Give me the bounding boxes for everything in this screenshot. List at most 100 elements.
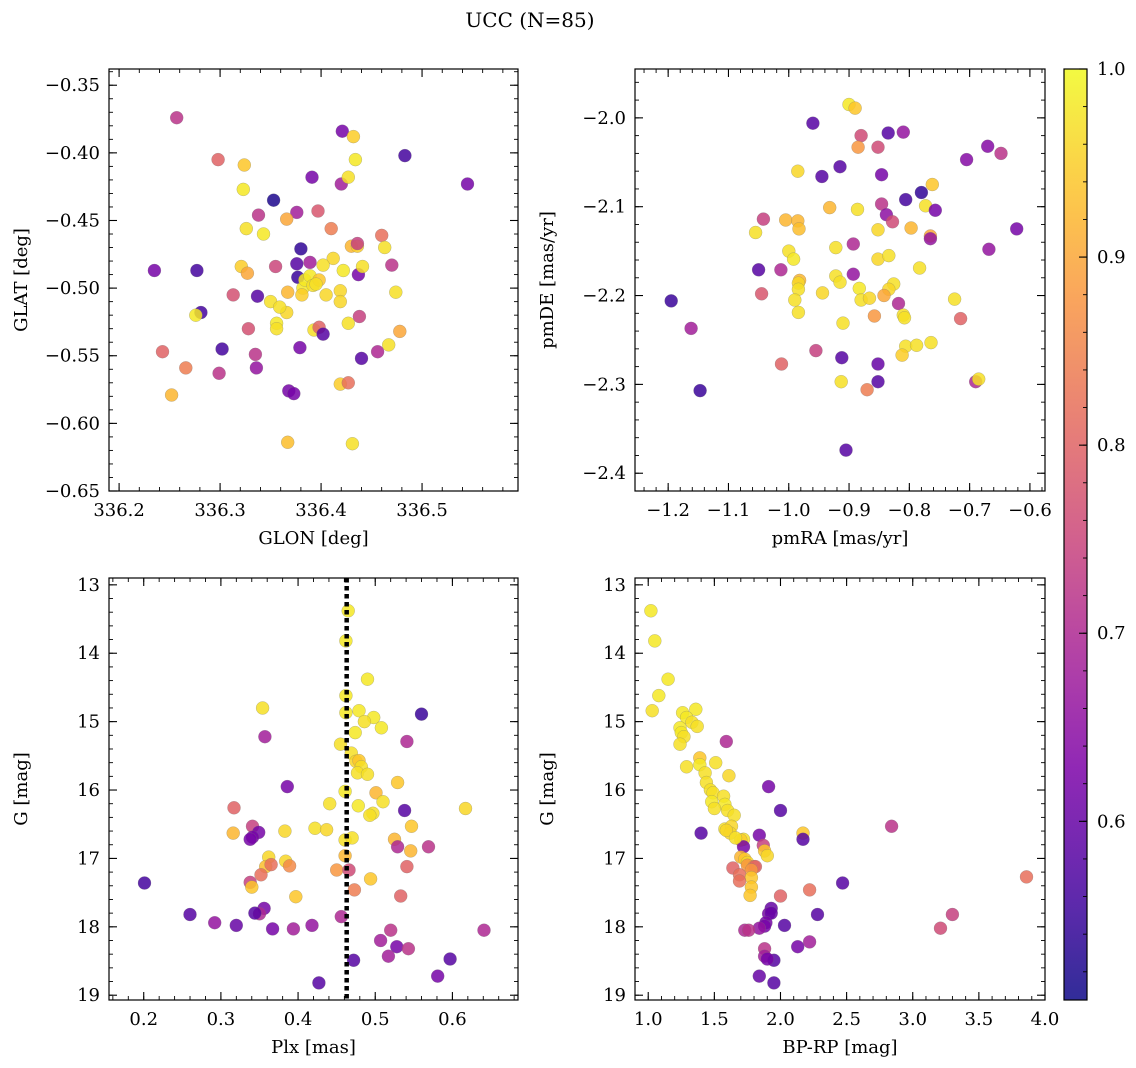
data-point: [155, 345, 170, 359]
x-tick-label: 336.2: [93, 500, 145, 521]
data-point: [679, 760, 694, 774]
data-point: [689, 702, 703, 716]
data-point: [390, 775, 405, 790]
axes-frame: [108, 68, 519, 492]
data-point: [398, 148, 412, 163]
x-tick-label: −1.1: [707, 500, 751, 521]
data-point: [754, 287, 769, 301]
data-point: [810, 907, 825, 922]
data-point: [323, 797, 337, 811]
data-point: [280, 212, 294, 226]
data-point: [1019, 870, 1034, 884]
data-point: [874, 167, 889, 182]
x-tick-label: −1.2: [646, 500, 690, 521]
data-point: [648, 634, 662, 648]
x-tick-label: 0.2: [129, 1009, 158, 1030]
data-point: [401, 942, 416, 956]
data-point: [241, 322, 256, 336]
data-point: [823, 200, 837, 215]
data-point: [240, 266, 255, 280]
data-point: [848, 101, 862, 115]
data-point: [982, 242, 996, 257]
x-axis-label: GLON [deg]: [258, 528, 368, 549]
data-point: [871, 375, 885, 389]
data-point: [290, 257, 304, 271]
data-point: [347, 883, 362, 897]
data-point: [909, 338, 924, 352]
data-point: [994, 146, 1008, 161]
colorbar-gradient: [1063, 68, 1088, 1001]
x-tick-label: 0.4: [284, 1009, 313, 1030]
data-point: [644, 604, 658, 618]
data-point: [693, 383, 707, 398]
data-point: [923, 231, 938, 246]
x-tick-label: 1.0: [634, 1009, 663, 1030]
data-point: [1010, 222, 1024, 236]
data-point: [308, 821, 322, 835]
x-axis-label: pmRA [mas/yr]: [772, 528, 909, 549]
colorbar: 0.6 0.7 0.8 0.9 1.0: [1063, 59, 1126, 1001]
data-point: [925, 177, 939, 192]
points-layer: [664, 97, 1024, 457]
data-point: [249, 361, 264, 375]
data-point: [212, 366, 226, 380]
x-tick-label: 0.3: [207, 1009, 236, 1030]
y-axis-label: pmDE [mas/yr]: [537, 211, 558, 349]
data-point: [885, 215, 900, 229]
data-point: [933, 921, 948, 935]
data-point: [316, 258, 330, 272]
data-point: [881, 126, 895, 140]
data-point: [690, 719, 704, 734]
data-point: [833, 159, 847, 174]
data-point: [229, 918, 244, 933]
data-point: [363, 872, 378, 886]
data-point: [928, 203, 942, 218]
y-tick-label: 19: [77, 985, 100, 1006]
data-point: [953, 311, 968, 326]
data-point: [854, 128, 868, 143]
y-axis-label: G [mag]: [11, 752, 32, 825]
x-tick-label: 3.0: [898, 1009, 927, 1030]
data-point: [394, 889, 408, 903]
x-tick-label: 0.5: [361, 1009, 390, 1030]
data-point: [912, 261, 927, 275]
y-tick-label: −2.4: [582, 463, 626, 484]
data-point: [227, 801, 241, 815]
data-point: [254, 868, 268, 882]
x-tick-label: 2.0: [766, 1009, 795, 1030]
data-point: [709, 756, 723, 770]
data-point: [245, 880, 259, 894]
data-point: [281, 435, 295, 449]
data-point: [373, 933, 388, 948]
data-point: [333, 737, 348, 751]
colorbar-tick-label: 0.6: [1097, 811, 1126, 832]
y-tick-label: −0.50: [45, 278, 100, 299]
y-tick-label: 15: [77, 712, 100, 733]
data-point: [251, 208, 266, 222]
data-point: [390, 840, 405, 854]
points-layer: [137, 604, 491, 990]
data-point: [211, 152, 225, 167]
data-point: [404, 819, 419, 833]
data-point: [319, 823, 334, 837]
data-point: [779, 213, 793, 227]
data-point: [236, 182, 251, 197]
data-point: [719, 823, 733, 838]
data-point: [727, 808, 741, 822]
data-point: [661, 672, 675, 686]
data-point: [791, 940, 805, 954]
data-point: [694, 826, 708, 840]
data-point: [773, 889, 788, 903]
data-point: [345, 437, 360, 451]
colorbar-tick-label: 1.0: [1097, 59, 1126, 80]
x-tick-label: −0.6: [1008, 500, 1052, 521]
data-point: [896, 125, 910, 139]
data-point: [248, 906, 262, 920]
data-point: [742, 923, 756, 937]
data-point: [777, 918, 792, 933]
data-point: [673, 737, 687, 751]
data-point: [897, 311, 912, 325]
data-point: [773, 803, 788, 818]
data-point: [378, 240, 392, 255]
data-point: [370, 345, 385, 359]
